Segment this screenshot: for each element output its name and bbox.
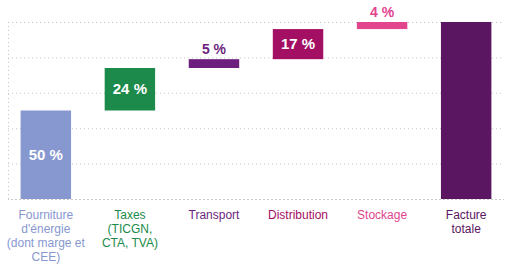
- x-tick: Facturetotale: [446, 208, 487, 236]
- x-tick-label-line: totale: [451, 222, 481, 236]
- bar: [357, 22, 407, 29]
- x-tick-label-line: Transport: [189, 208, 241, 222]
- x-tick-label: Stockage: [357, 208, 407, 222]
- grid-line: [8, 57, 504, 58]
- chart: 50 % 24 % 5 % 17 % 4 % Fournitured'énergie(do…: [0, 0, 512, 273]
- x-tick-label-line: d'énergie: [21, 222, 70, 236]
- x-tick-label-line: Facture: [446, 208, 487, 222]
- x-tick-label: Transport: [189, 208, 241, 222]
- x-tick-label-line: Taxes: [114, 208, 145, 222]
- y-axis-line: [9, 23, 505, 200]
- x-tick: Distribution: [268, 208, 328, 222]
- data-label: 4 %: [370, 4, 395, 20]
- bar: [105, 68, 155, 110]
- y-tick: [8, 164, 504, 165]
- data-label: 50 %: [29, 146, 63, 163]
- x-tick: Transport: [189, 208, 241, 222]
- y-tick: [8, 22, 504, 23]
- data-labels: 50 % 24 % 5 % 17 % 4 %: [29, 4, 395, 163]
- bars: [21, 22, 492, 199]
- x-tick-label-line: Distribution: [268, 208, 328, 222]
- data-label: 24 %: [113, 80, 147, 97]
- grid-line: [8, 199, 504, 200]
- x-tick: Fournitured'énergie(dont marge etCEE): [7, 208, 86, 264]
- x-tick-label-line: CEE): [31, 250, 60, 264]
- grid-line: [8, 164, 504, 165]
- grid-line: [8, 93, 504, 94]
- y-tick: [8, 93, 504, 94]
- y-tick: [8, 128, 504, 129]
- bar: [441, 22, 491, 199]
- y-tick: [8, 57, 504, 58]
- bar: [273, 29, 323, 59]
- x-tick-label-line: Fourniture: [18, 208, 73, 222]
- x-tick-label-line: Stockage: [357, 208, 407, 222]
- grid-line: [8, 22, 504, 23]
- x-tick-label: Distribution: [268, 208, 328, 222]
- bar: [21, 111, 71, 200]
- grid-line: [8, 128, 504, 129]
- data-label: 5 %: [202, 41, 227, 57]
- x-tick-label: Fournitured'énergie(dont marge etCEE): [7, 208, 86, 264]
- x-tick-label: Taxes(TICGN,CTA, TVA): [102, 208, 158, 250]
- data-label: 17 %: [281, 35, 315, 52]
- y-axis: [8, 23, 504, 200]
- x-tick: Taxes(TICGN,CTA, TVA): [102, 208, 158, 250]
- x-tick-label-line: CTA, TVA): [102, 236, 158, 250]
- x-tick: Stockage: [357, 208, 407, 222]
- y-tick: [8, 199, 504, 200]
- plot: 50 % 24 % 5 % 17 % 4 % Fournitured'énergie(do…: [7, 4, 504, 264]
- x-tick-label-line: (dont marge et: [7, 236, 86, 250]
- x-tick-label-line: (TICGN,: [108, 222, 153, 236]
- x-tick-label: Facturetotale: [446, 208, 487, 236]
- x-axis: Fournitured'énergie(dont marge etCEE) Tax…: [7, 208, 487, 264]
- bar: [189, 59, 239, 68]
